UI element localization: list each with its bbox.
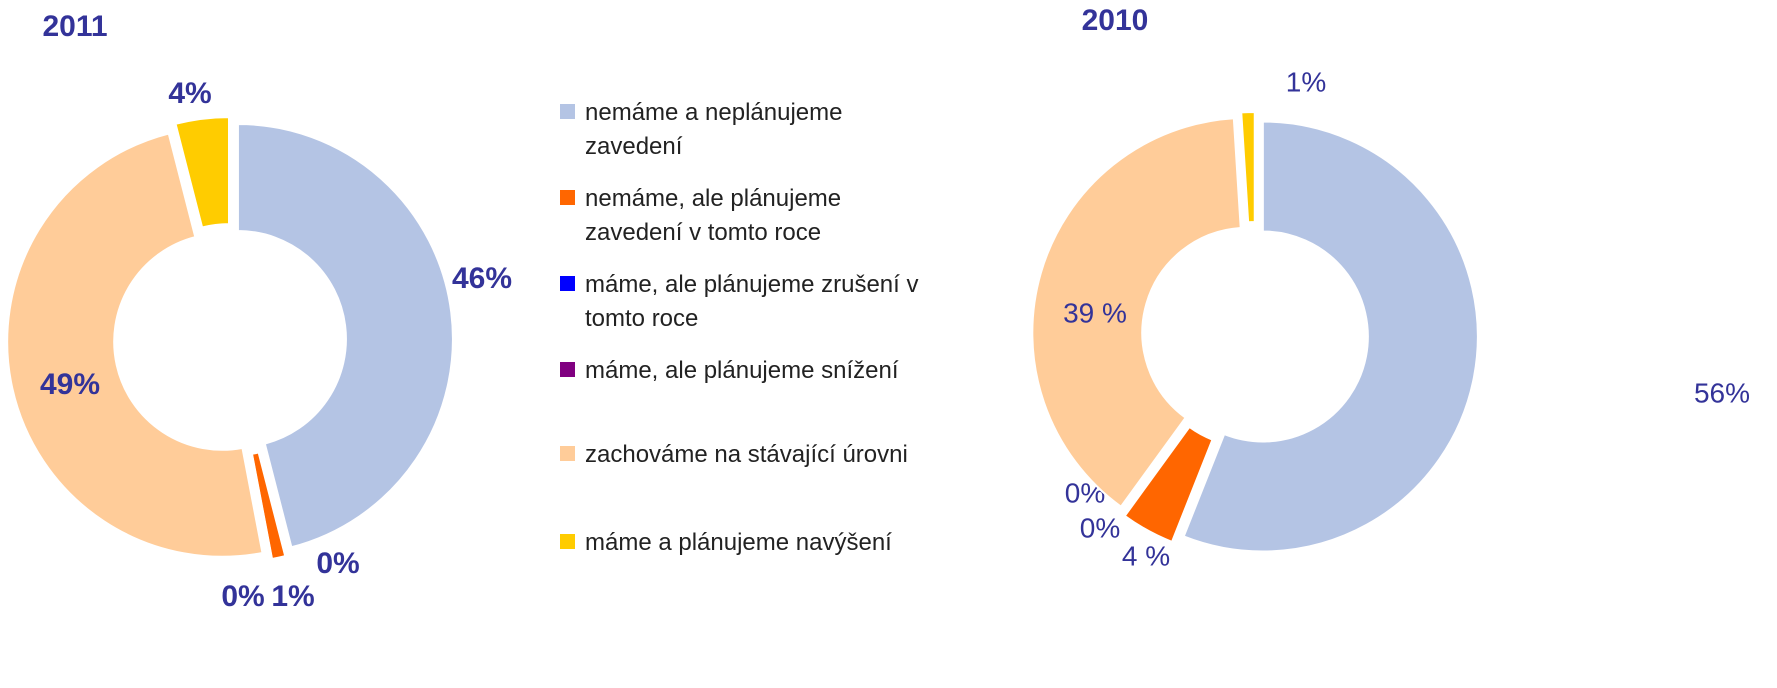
donut-slice [236,122,454,549]
chart-title: 2011 [42,10,107,43]
donut-slice [250,451,287,561]
data-label: 39 % [1063,297,1127,328]
legend-entry: zachováme na stávající úrovni [560,438,930,472]
legend-entry: nemáme, ale plánujeme zavedení v tomto r… [560,182,930,250]
data-label: 4 % [1122,540,1170,571]
legend-label: máme, ale plánujeme zrušení v tomto roce [585,271,919,332]
chart-title: 2010 [1082,4,1149,37]
donut-slice [1123,425,1214,544]
legend-swatch [560,534,575,549]
legend-entry: máme a plánujeme navýšení [560,526,930,560]
data-label: 4% [168,77,211,110]
data-label: 46% [452,262,512,295]
legend-label: máme a plánujeme navýšení [585,529,892,556]
data-label: 49% [40,368,100,401]
legend-entry: máme, ale plánujeme snížení [560,354,930,388]
legend-label: zachováme na stávající úrovni [585,441,908,468]
legend-swatch [560,190,575,205]
donut-slice [6,132,264,558]
donut-slice [174,116,230,229]
data-label: 0% [221,580,264,613]
legend-entry: máme, ale plánujeme zrušení v tomto roce [560,268,930,336]
legend-label: nemáme, ale plánujeme zavedení v tomto r… [585,185,842,246]
legend-label: nemáme a neplánujeme zavedení [585,99,843,160]
legend-swatch [560,104,575,119]
legend-swatch [560,362,575,377]
legend-swatch [560,446,575,461]
legend-entry: nemáme a neplánujeme zavedení [560,96,930,164]
data-label: 0% [316,547,359,580]
data-label: 56% [1694,377,1750,408]
legend-swatch [560,276,575,291]
donut-slice [1123,425,1190,516]
data-label: 0% [1080,512,1120,543]
data-label: 1% [1286,66,1326,97]
donut-slice [1031,117,1242,509]
donut-slice [1240,111,1256,224]
legend-label: máme, ale plánujeme snížení [585,357,899,384]
donut-slice [1182,120,1479,553]
data-label: 1% [271,580,314,613]
